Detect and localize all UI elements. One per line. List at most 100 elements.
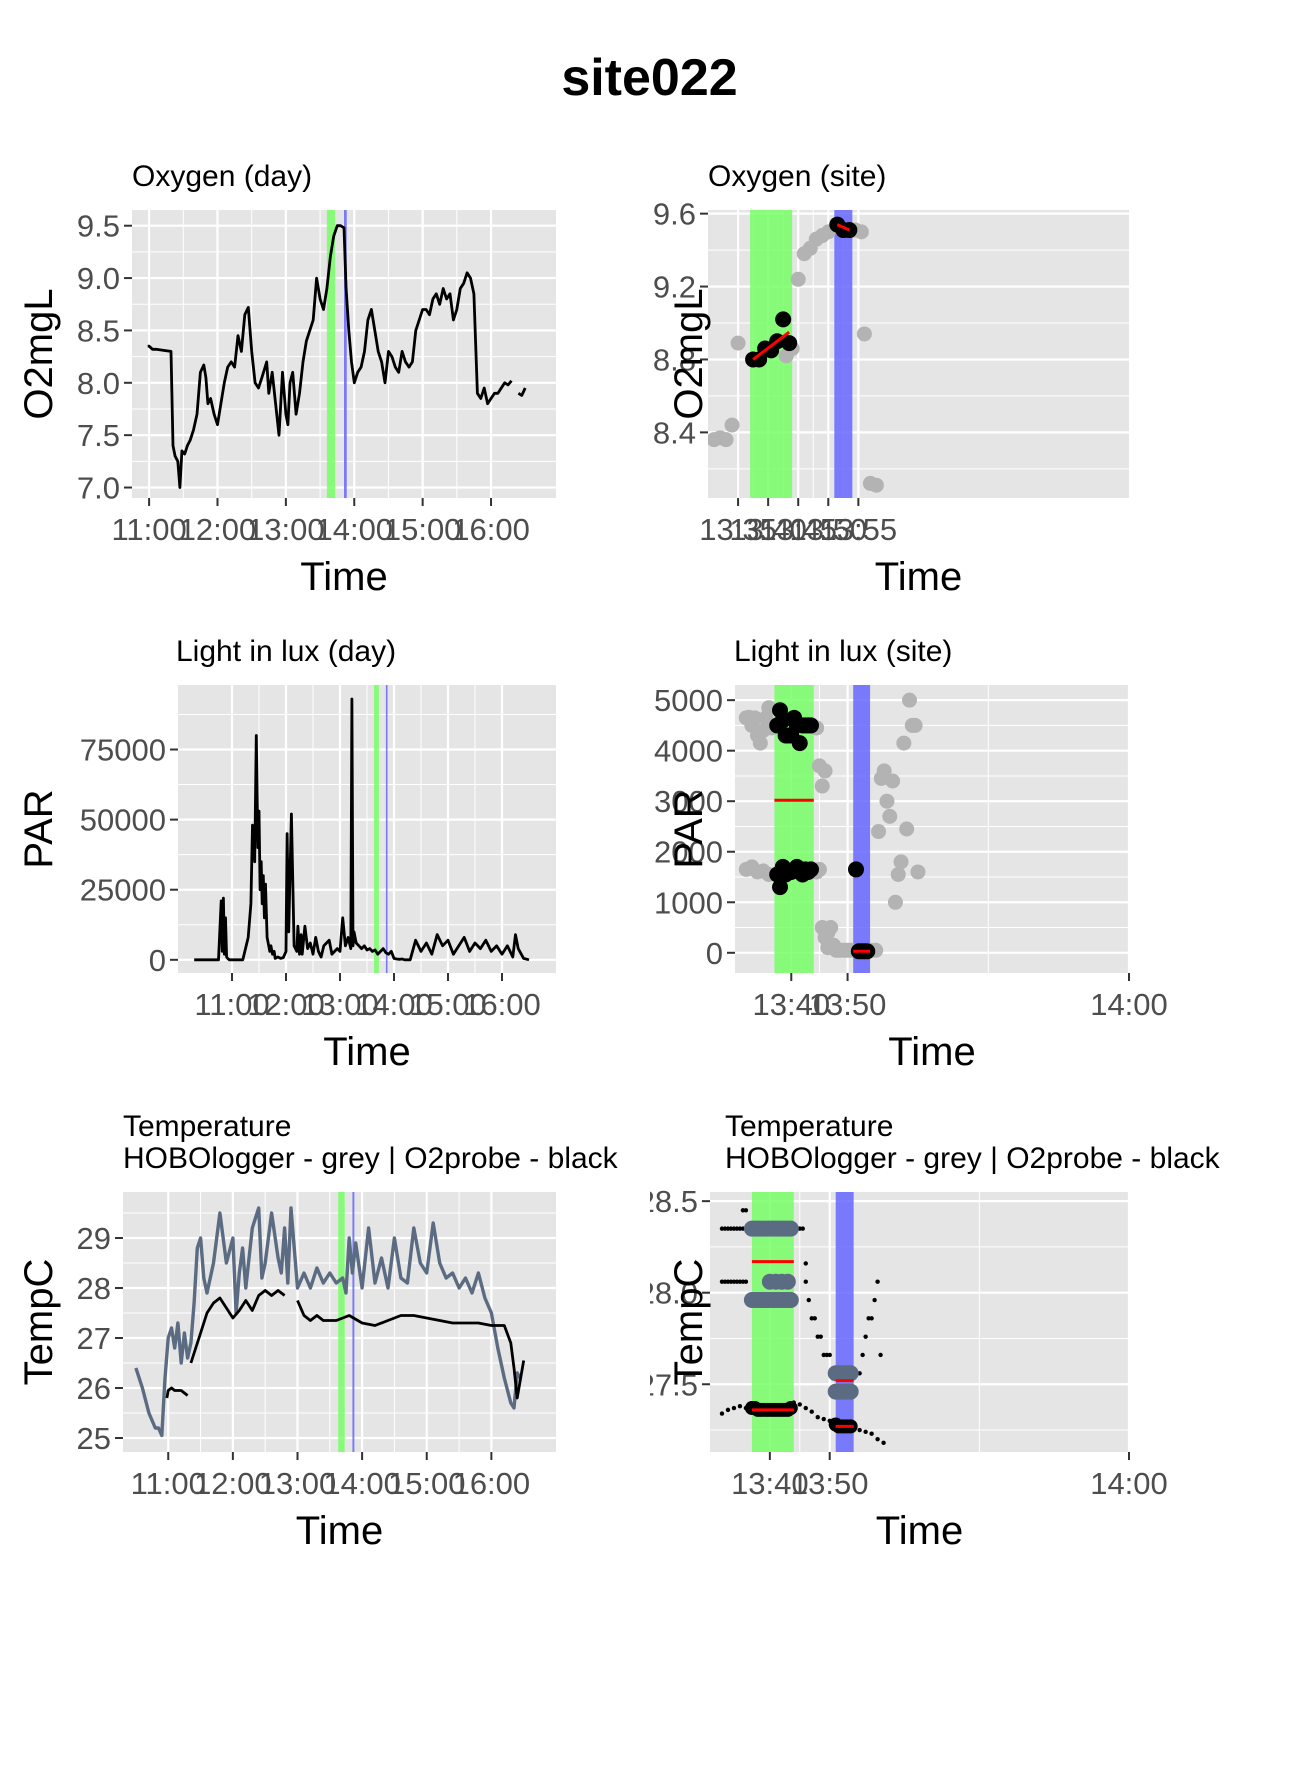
x-tick-label: 12:00 — [194, 1466, 272, 1501]
small-point — [869, 1316, 874, 1321]
small-point — [800, 1226, 805, 1231]
subtitle-line: Light in lux (site) — [734, 635, 952, 668]
small-point — [860, 1352, 865, 1358]
panel-oxygen-day: Oxygen (day) 11:0012:0013:0014:0015:0016:… — [17, 160, 556, 599]
small-point — [725, 1407, 731, 1413]
small-point — [869, 1431, 874, 1436]
hobo-incubation-point — [782, 1292, 799, 1309]
x-tick-label: 11:00 — [111, 512, 186, 547]
small-point — [743, 1208, 749, 1213]
hobo-incubation-point — [842, 1365, 859, 1382]
page-title: site022 — [561, 49, 738, 107]
x-tick-label: 13:50 — [809, 987, 887, 1022]
subtitle-line: Oxygen (day) — [132, 160, 312, 193]
light-incubation-band — [326, 210, 336, 498]
x-tick-label: 13:50 — [791, 1466, 869, 1501]
outside-point — [885, 773, 901, 789]
y-tick-label: 28.0 — [650, 1276, 698, 1311]
subtitle-line: Temperature — [123, 1110, 291, 1143]
outside-point — [752, 735, 768, 751]
outside-point — [811, 758, 827, 774]
y-tick-label: 27.5 — [650, 1367, 698, 1402]
x-tick-label: 14:00 — [315, 512, 393, 547]
small-point — [827, 1352, 832, 1358]
incubation-point — [781, 335, 798, 352]
small-point — [857, 1427, 862, 1433]
outside-point — [887, 894, 903, 910]
outside-point — [879, 793, 895, 809]
x-tick-label: 16:00 — [452, 512, 530, 547]
small-point — [743, 1279, 749, 1284]
hobo-incubation-point — [779, 1273, 796, 1290]
outside-point — [724, 417, 740, 433]
small-point — [875, 1436, 880, 1442]
small-point — [812, 1316, 817, 1321]
y-tick-label: 7.0 — [77, 471, 120, 506]
incubation-point — [791, 735, 808, 752]
y-axis-label: O2mgL — [667, 288, 711, 419]
small-point — [731, 1405, 737, 1411]
plot-layer — [710, 1192, 1129, 1452]
outside-point — [910, 864, 926, 880]
plot-layer — [123, 1192, 556, 1452]
y-tick-label: 8.8 — [653, 342, 696, 377]
outside-point — [907, 717, 923, 733]
series-line-0 — [134, 1206, 522, 1438]
y-tick-label: 2000 — [654, 835, 723, 870]
x-tick-label: 16:00 — [463, 987, 541, 1022]
y-tick-label: 8.4 — [653, 415, 696, 450]
small-point — [881, 1440, 886, 1446]
dark-incubation-band — [352, 1192, 355, 1452]
subtitle-line: HOBOlogger - grey | O2probe - black — [725, 1142, 1221, 1175]
small-point — [737, 1404, 743, 1409]
x-tick-label: 15:00 — [388, 1466, 466, 1501]
x-tick-label: 14:00 — [1090, 1466, 1168, 1501]
x-tick-label: 13:45 — [759, 512, 837, 547]
dark-incubation-band — [385, 685, 388, 973]
x-tick-label: 14:00 — [355, 987, 433, 1022]
outside-point — [882, 808, 898, 824]
incubation-point — [775, 311, 792, 328]
x-tick-label: 15:00 — [384, 512, 462, 547]
hobo-incubation-point — [842, 1383, 859, 1400]
x-tick-label: 16:00 — [453, 1466, 531, 1501]
series-line-0 — [194, 697, 530, 962]
y-tick-label: 27 — [77, 1321, 111, 1356]
y-tick-label: 9.0 — [77, 261, 120, 296]
incubation-point — [802, 717, 819, 734]
small-point — [863, 1429, 868, 1435]
x-tick-label: 14:00 — [1090, 987, 1168, 1022]
y-tick-label: 4000 — [654, 734, 723, 769]
small-point — [803, 1279, 808, 1284]
small-point — [872, 1297, 877, 1303]
hobo-incubation-point — [782, 1220, 799, 1237]
x-tick-label: 14:00 — [323, 1466, 401, 1501]
dark-incubation-band — [835, 1192, 854, 1452]
y-tick-label: 9.6 — [653, 197, 696, 232]
x-axis-label: Time — [888, 1030, 975, 1074]
y-axis-label: PAR — [17, 789, 61, 868]
outside-point — [730, 335, 746, 351]
plot-layer — [132, 210, 556, 498]
small-point — [806, 1297, 811, 1303]
y-tick-label: 8.5 — [77, 313, 120, 348]
outside-point — [890, 866, 906, 882]
x-tick-label: 13:40 — [731, 1466, 809, 1501]
y-axis-label: PAR — [667, 789, 711, 868]
y-tick-label: 28.5 — [650, 1184, 698, 1219]
y-tick-label: 25000 — [80, 873, 166, 908]
y-tick-label: 9.5 — [77, 209, 120, 244]
x-tick-label: 15:00 — [409, 987, 487, 1022]
x-tick-label: 13:55 — [820, 512, 898, 547]
x-axis-label: Time — [300, 555, 387, 599]
subtitle-line: HOBOlogger - grey | O2probe - black — [123, 1142, 619, 1175]
x-tick-label: 11:00 — [194, 987, 269, 1022]
y-axis-label: TempC — [17, 1259, 61, 1386]
x-tick-label: 12:00 — [179, 512, 257, 547]
dark-incubation-band — [853, 685, 871, 973]
plot-layer — [178, 685, 556, 973]
outside-point — [868, 477, 884, 493]
light-incubation-band — [374, 685, 379, 973]
